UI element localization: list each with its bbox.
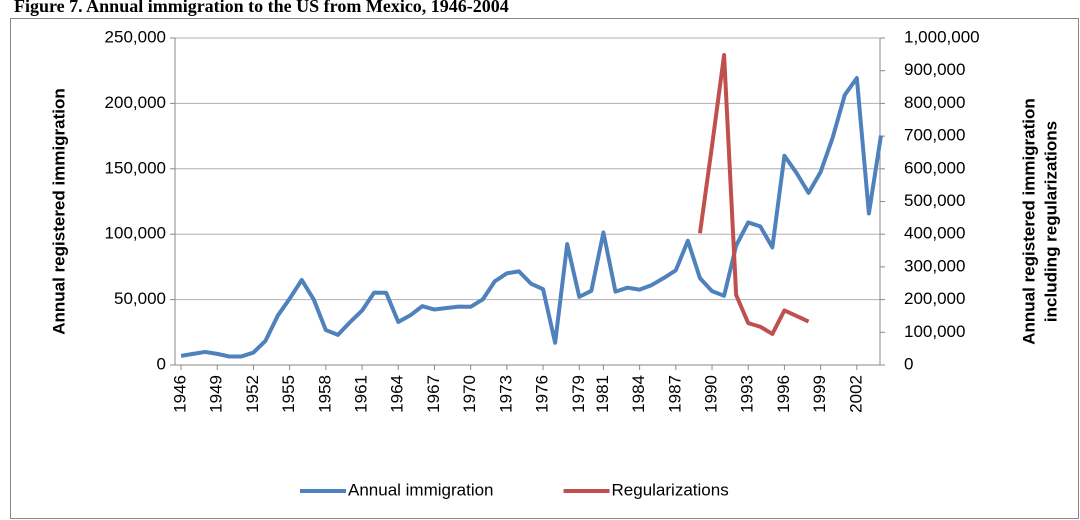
y2-axis-label: Annual registered immigration — [1019, 98, 1038, 345]
x-tick-label: 1973 — [496, 375, 515, 413]
x-tick-label: 1984 — [629, 375, 648, 413]
y2-tick-label: 500,000 — [904, 191, 965, 210]
x-tick-label: 1981 — [593, 375, 612, 413]
x-tick-label: 1946 — [171, 375, 190, 413]
x-tick-label: 1999 — [810, 375, 829, 413]
y2-tick-label: 400,000 — [904, 224, 965, 243]
y-tick-label: 50,000 — [114, 289, 166, 308]
y2-tick-label: 700,000 — [904, 126, 965, 145]
x-tick-label: 1952 — [243, 375, 262, 413]
x-tick-label: 1964 — [388, 375, 407, 413]
legend-label: Regularizations — [612, 480, 729, 499]
y2-tick-label: 1,000,000 — [904, 27, 980, 46]
y-tick-label: 150,000 — [105, 158, 166, 177]
y-tick-label: 100,000 — [105, 224, 166, 243]
x-tick-label: 1993 — [738, 375, 757, 413]
y2-tick-label: 100,000 — [904, 322, 965, 341]
y2-tick-label: 800,000 — [904, 93, 965, 112]
y-axis-label: Annual registered immigration — [49, 88, 68, 335]
x-tick-label: 1949 — [207, 375, 226, 413]
y2-axis-label: including regularizations — [1041, 121, 1060, 322]
series-line — [180, 76, 883, 359]
x-tick-label: 1996 — [774, 375, 793, 413]
x-tick-label: 1967 — [424, 375, 443, 413]
y-tick-label: 200,000 — [105, 93, 166, 112]
series-line — [697, 53, 810, 336]
title-band — [0, 0, 1080, 17]
x-tick-label: 2002 — [846, 375, 865, 413]
y2-tick-label: 600,000 — [904, 158, 965, 177]
chart-title: Figure 7. Annual immigration to the US f… — [14, 0, 509, 16]
y-tick-label: 250,000 — [105, 27, 166, 46]
legend-label: Annual immigration — [348, 480, 494, 499]
y2-tick-label: 300,000 — [904, 256, 965, 275]
y2-tick-label: 900,000 — [904, 60, 965, 79]
x-tick-label: 1976 — [533, 375, 552, 413]
x-tick-label: 1970 — [460, 375, 479, 413]
x-tick-label: 1958 — [315, 375, 334, 413]
x-tick-label: 1987 — [665, 375, 684, 413]
x-tick-label: 1979 — [569, 375, 588, 413]
y2-tick-label: 0 — [904, 354, 913, 373]
x-tick-label: 1961 — [352, 375, 371, 413]
y-tick-label: 0 — [157, 354, 166, 373]
chart-frame — [10, 18, 1079, 519]
y2-tick-label: 200,000 — [904, 289, 965, 308]
x-tick-label: 1955 — [279, 375, 298, 413]
x-tick-label: 1990 — [702, 375, 721, 413]
